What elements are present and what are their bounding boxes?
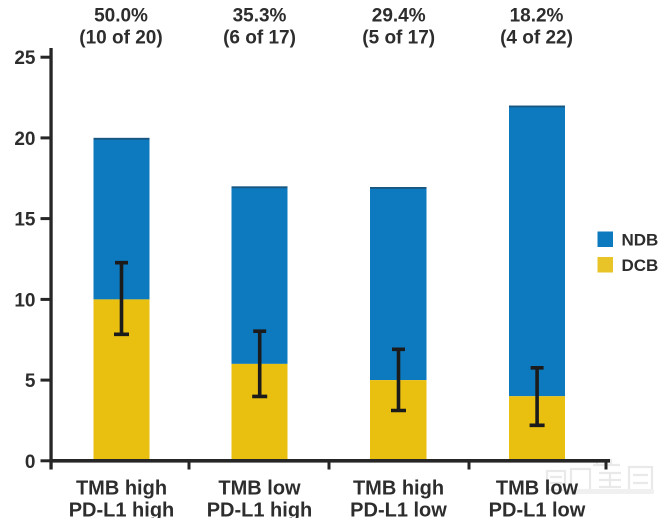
svg-text:NDB: NDB (622, 231, 659, 250)
svg-text:PD-L1 high: PD-L1 high (69, 500, 175, 518)
svg-text:5: 5 (25, 371, 36, 392)
svg-text:PD-L1 high: PD-L1 high (207, 500, 313, 518)
svg-text:PD-L1 low: PD-L1 low (350, 500, 447, 518)
svg-text:29.4%: 29.4% (372, 5, 426, 26)
svg-text:(4 of 22): (4 of 22) (500, 28, 573, 49)
svg-text:TMB low: TMB low (496, 478, 579, 500)
svg-text:(10 of 20): (10 of 20) (79, 28, 162, 49)
svg-text:25: 25 (14, 48, 36, 69)
svg-text:15: 15 (14, 210, 36, 231)
svg-text:TMB high: TMB high (76, 478, 167, 500)
svg-text:TMB high: TMB high (353, 478, 444, 500)
svg-text:10: 10 (14, 290, 35, 311)
svg-text:20: 20 (14, 129, 35, 150)
svg-text:(6 of 17): (6 of 17) (223, 28, 296, 49)
svg-text:50.0%: 50.0% (94, 5, 148, 26)
svg-text:TMB low: TMB low (218, 478, 301, 500)
svg-text:PD-L1 low: PD-L1 low (489, 500, 586, 518)
svg-text:DCB: DCB (622, 256, 659, 275)
svg-text:(5 of 17): (5 of 17) (362, 28, 435, 49)
svg-text:18.2%: 18.2% (510, 5, 564, 26)
svg-text:35.3%: 35.3% (233, 5, 287, 26)
svg-text:0: 0 (25, 452, 36, 473)
